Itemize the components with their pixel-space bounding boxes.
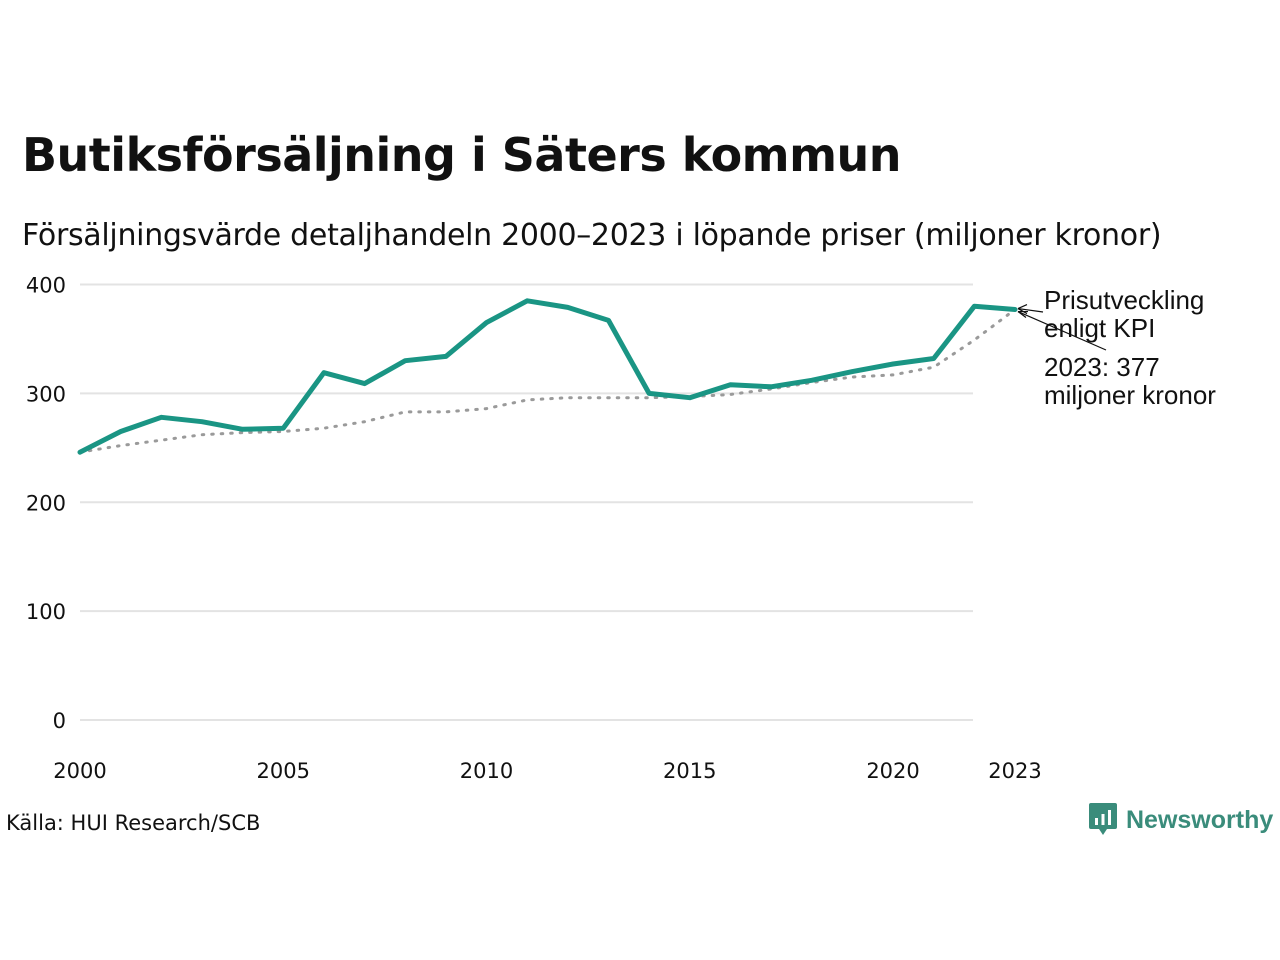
x-tick-label-2023: 2023 — [988, 759, 1041, 783]
x-tick-label-2010: 2010 — [460, 759, 513, 783]
annotation-arrow-value — [1017, 310, 1107, 351]
chart-title: Butiksförsäljning i Säters kommun — [22, 128, 902, 182]
annotation-kpi-line2: enligt KPI — [1044, 313, 1155, 343]
x-tick-label-2000: 2000 — [53, 759, 106, 783]
source-note: Källa: HUI Research/SCB — [6, 811, 261, 835]
y-tick-label-100: 100 — [26, 600, 66, 624]
y-axis-ticks: 0 100 200 300 400 — [26, 274, 66, 734]
x-tick-label-2015: 2015 — [663, 759, 716, 783]
annotation-value-line1: 2023: 377 — [1044, 352, 1160, 382]
annotation-arrow-kpi — [1017, 307, 1044, 313]
annotation-kpi-line1: Prisutveckling — [1044, 285, 1204, 315]
annotation-value-line2: miljoner kronor — [1044, 380, 1216, 410]
brand-name: Newsworthy — [1126, 805, 1274, 834]
x-axis-ticks: 2000 2005 2010 2015 2020 2023 — [53, 759, 1041, 783]
gridlines — [80, 283, 973, 721]
y-tick-label-0: 0 — [53, 709, 66, 733]
y-tick-label-300: 300 — [26, 382, 66, 406]
y-tick-label-200: 200 — [26, 491, 66, 515]
series-line-sales — [77, 298, 1018, 455]
series-line-kpi — [78, 308, 1017, 454]
x-tick-label-2020: 2020 — [866, 759, 919, 783]
y-tick-label-400: 400 — [26, 274, 66, 298]
annotation-arrowhead-value — [1017, 310, 1028, 319]
brand-logo[interactable]: Newsworthy — [1088, 800, 1273, 840]
chart-subtitle: Försäljningsvärde detaljhandeln 2000–202… — [22, 218, 1162, 253]
x-tick-label-2005: 2005 — [257, 759, 310, 783]
series — [77, 298, 1018, 455]
newsworthy-icon — [1089, 803, 1117, 835]
